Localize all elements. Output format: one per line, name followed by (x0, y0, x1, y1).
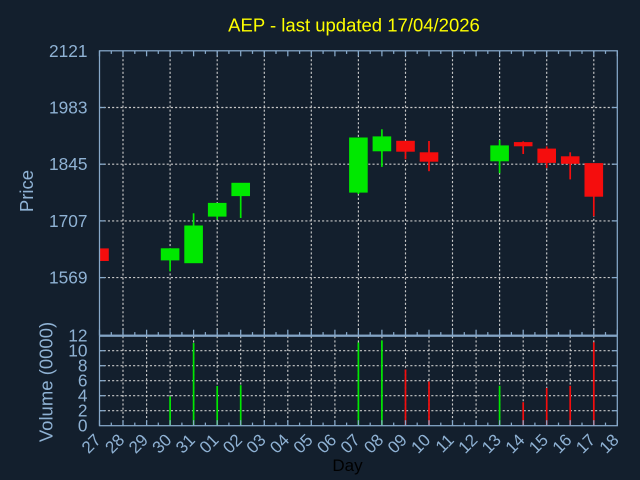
svg-text:0: 0 (78, 416, 88, 436)
svg-text:AEP - last updated 17/04/2026: AEP - last updated 17/04/2026 (228, 15, 480, 36)
svg-text:10: 10 (68, 341, 87, 361)
svg-text:2121: 2121 (49, 41, 87, 61)
svg-text:12: 12 (68, 326, 87, 346)
svg-text:1569: 1569 (49, 268, 87, 288)
svg-text:1707: 1707 (49, 211, 87, 231)
svg-text:1845: 1845 (49, 154, 87, 174)
svg-text:Day: Day (332, 456, 363, 475)
svg-text:2: 2 (78, 401, 88, 421)
svg-text:Price: Price (16, 170, 37, 212)
svg-text:8: 8 (78, 356, 88, 376)
svg-text:Volume (0000): Volume (0000) (36, 322, 57, 442)
svg-text:6: 6 (78, 371, 88, 391)
svg-text:4: 4 (78, 386, 88, 406)
svg-text:1983: 1983 (49, 98, 87, 118)
